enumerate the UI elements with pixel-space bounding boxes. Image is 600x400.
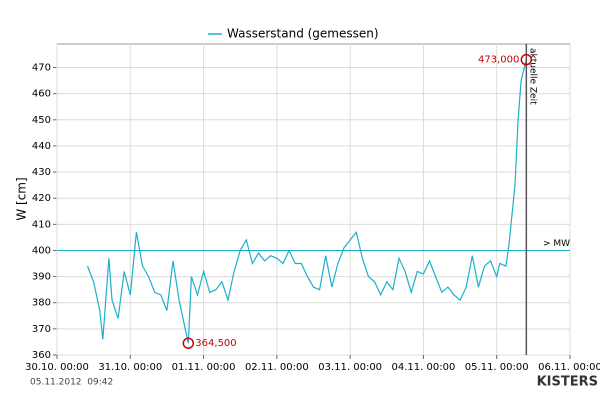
x-tick-label: 30.10. 00:00 [25, 362, 89, 373]
reference-label: > MW [543, 239, 570, 249]
current-time-label: aktuelle Zeit [527, 48, 537, 105]
y-tick-label: 420 [32, 193, 51, 204]
x-tick-label: 05.11. 00:00 [465, 362, 529, 373]
y-tick-label: 430 [32, 167, 51, 178]
footer: 05.11.2012 09:42 [30, 378, 113, 388]
y-tick-label: 370 [32, 324, 51, 335]
annotation-label: 473,000 [478, 55, 519, 66]
x-tick-label: 02.11. 00:00 [245, 362, 309, 373]
legend-label: Wasserstand (gemessen) [227, 27, 379, 41]
y-axis-label: W [cm] [15, 177, 29, 220]
annotation-label: 364,500 [195, 338, 236, 349]
plot-area [56, 43, 571, 356]
annotation-marker [520, 53, 533, 66]
x-tick-label: 01.11. 00:00 [172, 362, 236, 373]
logo: KISTERS [537, 375, 598, 390]
data-line [86, 59, 527, 344]
y-tick-label: 400 [32, 245, 51, 256]
y-tick-label: 440 [32, 141, 51, 152]
y-tick-label: 390 [32, 272, 51, 283]
x-tick-label: 03.11. 00:00 [318, 362, 382, 373]
annotation-marker [182, 337, 195, 349]
y-tick-label: 360 [32, 350, 51, 361]
y-tick-label: 470 [32, 63, 51, 74]
x-tick-label: 06.11. 00:00 [538, 362, 600, 373]
y-tick-label: 380 [32, 298, 51, 309]
y-tick-label: 410 [32, 219, 51, 230]
y-tick-label: 460 [32, 89, 51, 100]
x-tick-label: 31.10. 00:00 [98, 362, 162, 373]
x-tick-label: 04.11. 00:00 [392, 362, 456, 373]
y-tick-label: 450 [32, 115, 51, 126]
